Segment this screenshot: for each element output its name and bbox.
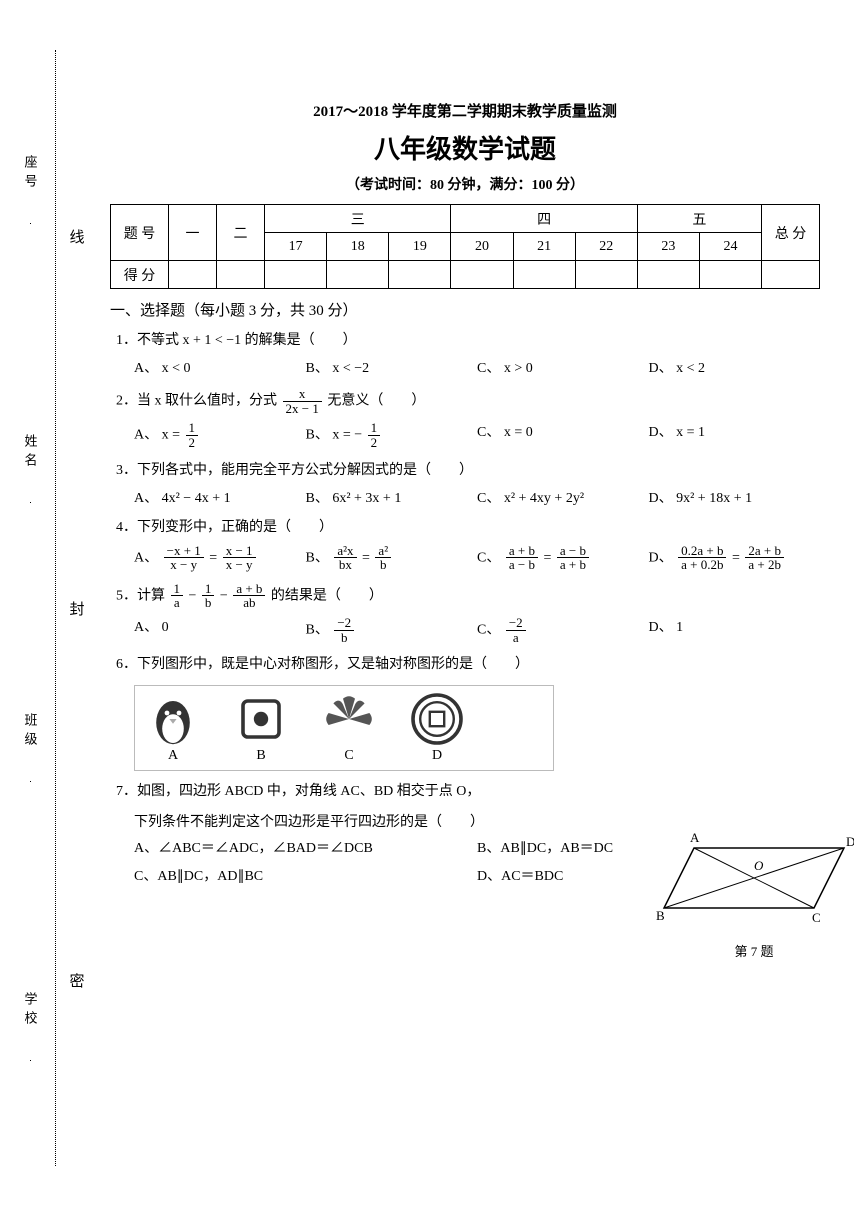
fig-label-d: D (846, 834, 854, 849)
q4-opt-d: D、 0.2a + ba + 0.2b = 2a + ba + 2b (649, 544, 821, 572)
q5-options: A、 0 B、 −2b C、 −2a D、 1 (134, 616, 820, 644)
score-sub-20: 20 (451, 233, 513, 261)
fig-label-a: A (690, 830, 700, 845)
q1-options: A、 x < 0 B、 x < −2 C、 x > 0 D、 x < 2 (134, 357, 820, 377)
score-sub-23: 23 (637, 233, 699, 261)
q6-logo-c: C (319, 692, 379, 764)
score-sub-18: 18 (327, 233, 389, 261)
seal-char-xian: 线 (69, 226, 84, 247)
score-sub-21: 21 (513, 233, 575, 261)
petal-logo-icon (319, 692, 379, 746)
fig-label-o: O (754, 858, 764, 873)
score-th-number: 题 号 (111, 205, 169, 261)
score-sub-17: 17 (265, 233, 327, 261)
table-row: 题 号 一 二 三 四 五 总 分 (111, 205, 820, 233)
seal-char-feng: 封 (69, 598, 84, 619)
question-5: 5．计算 1a − 1b − a + bab 的结果是（ ） (116, 582, 820, 610)
square-logo-icon (231, 692, 291, 746)
page-title: 八年级数学试题 (110, 129, 820, 166)
fig-label-b: B (656, 908, 665, 923)
seal-char-mi: 密 (69, 970, 84, 991)
q3-opt-c: C、 x² + 4xy + 2y² (477, 487, 649, 507)
q4-opt-a: A、 −x + 1x − y = x − 1x − y (134, 544, 306, 572)
score-th-five: 五 (637, 205, 761, 233)
score-sub-22: 22 (575, 233, 637, 261)
q1-opt-c: C、 x > 0 (477, 357, 649, 377)
q2-opt-b: B、 x = − 12 (306, 421, 478, 449)
score-th-three: 三 (265, 205, 451, 233)
q7-opt-a: A、∠ABC＝∠ADC，∠BAD＝∠DCB (134, 837, 477, 857)
binding-field-name: 姓名 (21, 434, 40, 503)
q3-opt-a: A、 4x² − 4x + 1 (134, 487, 306, 507)
q2-opt-d: D、 x = 1 (649, 421, 821, 449)
q5-opt-a: A、 0 (134, 616, 306, 644)
header-super: 2017～2018 学年度第二学期期末教学质量监测 (110, 100, 820, 121)
score-sub-24: 24 (699, 233, 761, 261)
q4-opt-b: B、 a²xbx = a²b (306, 544, 478, 572)
table-row: 得 分 (111, 261, 820, 289)
binding-seal-labels: 密 封 线 (62, 50, 92, 1166)
score-sub-19: 19 (389, 233, 451, 261)
score-th-score: 得 分 (111, 261, 169, 289)
q2-options: A、 x = 12 B、 x = − 12 C、 x = 0 D、 x = 1 (134, 421, 820, 449)
q4-opt-c: C、 a + ba − b = a − ba + b (477, 544, 649, 572)
coin-logo-icon (407, 692, 467, 746)
header-sub: （考试时间：80 分钟，满分：100 分） (110, 174, 820, 194)
score-th-total: 总 分 (762, 205, 820, 261)
q5-opt-c: C、 −2a (477, 616, 649, 644)
q1-stem: 1．不等式 x + 1 < −1 的解集是（ ） (116, 333, 357, 348)
fig-label-c: C (812, 910, 821, 925)
q3-opt-b: B、 6x² + 3x + 1 (306, 487, 478, 507)
q6-logo-d: D (407, 692, 467, 764)
q7-figure: A D B C O 第 7 题 (654, 828, 854, 960)
binding-dotted-line (55, 50, 56, 1166)
score-th-one: 一 (169, 205, 217, 261)
q2-stem-post: 无意义（ ） (327, 393, 425, 408)
q2-opt-c: C、 x = 0 (477, 421, 649, 449)
q5-opt-b: B、 −2b (306, 616, 478, 644)
score-th-four: 四 (451, 205, 637, 233)
binding-field-labels: 学校 班级 姓名 座号 (10, 50, 50, 1166)
question-1: 1．不等式 x + 1 < −1 的解集是（ ） (116, 330, 820, 351)
binding-margin: 学校 班级 姓名 座号 密 封 线 (0, 0, 100, 1216)
q2-frac: x2x − 1 (283, 387, 322, 415)
q7-opt-c: C、AB∥DC，AD∥BC (134, 865, 477, 885)
score-table: 题 号 一 二 三 四 五 总 分 17 18 19 20 21 22 23 2… (110, 204, 820, 289)
question-2: 2．当 x 取什么值时，分式 x2x − 1 无意义（ ） (116, 387, 820, 415)
question-4: 4．下列变形中，正确的是（ ） (116, 517, 820, 538)
section-1-heading: 一、选择题（每小题 3 分，共 30 分） (110, 299, 820, 320)
q7-figure-caption: 第 7 题 (654, 941, 854, 960)
penguin-icon (143, 692, 203, 746)
question-6: 6．下列图形中，既是中心对称图形，又是轴对称图形的是（ ） (116, 654, 820, 675)
q6-logo-b: B (231, 692, 291, 764)
question-3: 3．下列各式中，能用完全平方公式分解因式的是（ ） (116, 460, 820, 481)
q7-line1: 7．如图，四边形 ABCD 中，对角线 AC、BD 相交于点 O， (116, 781, 820, 802)
page-content: 2017～2018 学年度第二学期期末教学质量监测 八年级数学试题 （考试时间：… (110, 100, 820, 897)
q4-options: A、 −x + 1x − y = x − 1x − y B、 a²xbx = a… (134, 544, 820, 572)
q2-opt-a: A、 x = 12 (134, 421, 306, 449)
binding-field-class: 班级 (21, 713, 40, 782)
q3-opt-d: D、 9x² + 18x + 1 (649, 487, 821, 507)
binding-field-school: 学校 (21, 992, 40, 1061)
q6-figure-row: A B C D (134, 685, 554, 771)
q2-stem-pre: 2．当 x 取什么值时，分式 (116, 393, 281, 408)
q6-logo-a: A (143, 692, 203, 764)
q1-opt-a: A、 x < 0 (134, 357, 306, 377)
q3-options: A、 4x² − 4x + 1 B、 6x² + 3x + 1 C、 x² + … (134, 487, 820, 507)
binding-field-seat: 座号 (21, 155, 40, 224)
q5-opt-d: D、 1 (649, 616, 821, 644)
q1-opt-b: B、 x < −2 (306, 357, 478, 377)
q1-opt-d: D、 x < 2 (649, 357, 821, 377)
score-th-two: 二 (217, 205, 265, 261)
